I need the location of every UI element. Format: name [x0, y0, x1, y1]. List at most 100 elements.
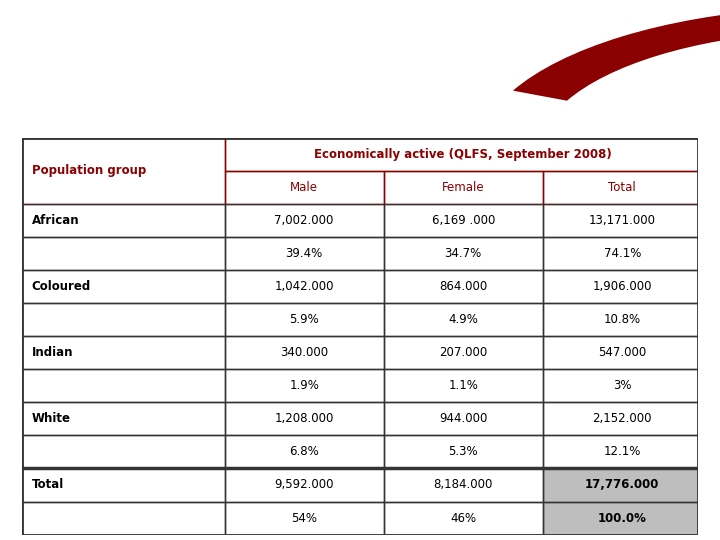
Bar — [225, 402, 384, 435]
Bar — [225, 336, 384, 369]
Bar — [225, 502, 384, 535]
Bar — [22, 138, 225, 204]
Bar — [225, 435, 384, 468]
Bar — [384, 502, 543, 535]
Bar — [543, 171, 702, 204]
Bar — [384, 336, 543, 369]
Wedge shape — [513, 9, 720, 100]
Bar — [22, 138, 225, 204]
Text: Economically active (QLFS, September 2008): Economically active (QLFS, September 200… — [315, 148, 612, 161]
Bar — [384, 336, 543, 369]
Text: 944.000: 944.000 — [439, 413, 487, 426]
Text: Female: Female — [442, 181, 485, 194]
Bar — [384, 270, 543, 303]
Text: 1,906.000: 1,906.000 — [593, 280, 652, 293]
Bar — [225, 204, 384, 237]
Bar — [225, 237, 384, 270]
Bar — [543, 402, 702, 435]
Bar — [22, 369, 225, 402]
Bar — [543, 435, 702, 468]
Bar — [225, 369, 384, 402]
Text: 3%: 3% — [613, 379, 631, 392]
Text: 8,184.000: 8,184.000 — [433, 478, 493, 491]
Bar — [384, 402, 543, 435]
Bar — [543, 204, 702, 237]
Bar — [384, 369, 543, 402]
Bar — [22, 336, 225, 369]
Bar — [543, 336, 702, 369]
Bar — [225, 502, 384, 535]
Bar — [543, 270, 702, 303]
Bar — [22, 303, 225, 336]
Text: 4.9%: 4.9% — [449, 313, 478, 326]
Bar — [225, 138, 702, 171]
Bar — [22, 336, 225, 369]
Bar — [22, 270, 225, 303]
Bar — [384, 435, 543, 468]
Text: 39.4%: 39.4% — [286, 247, 323, 260]
Text: 864.000: 864.000 — [439, 280, 487, 293]
Text: 340.000: 340.000 — [280, 346, 328, 359]
Bar — [384, 204, 543, 237]
Bar — [225, 435, 384, 468]
Text: 12.1%: 12.1% — [603, 446, 641, 458]
Bar — [22, 270, 225, 303]
Text: 100.0%: 100.0% — [598, 511, 647, 524]
Text: Coloured: Coloured — [32, 280, 91, 293]
Text: 54%: 54% — [291, 511, 318, 524]
Text: Population group: Population group — [32, 164, 146, 177]
Bar — [543, 502, 702, 535]
Text: 1.9%: 1.9% — [289, 379, 319, 392]
Bar — [22, 402, 225, 435]
Bar — [22, 237, 225, 270]
Bar — [384, 303, 543, 336]
Text: 1,208.000: 1,208.000 — [274, 413, 334, 426]
Bar — [22, 469, 225, 502]
Text: Indian: Indian — [32, 346, 73, 359]
Bar — [384, 435, 543, 468]
Text: 1.1%: 1.1% — [449, 379, 478, 392]
Bar — [225, 171, 384, 204]
Bar — [22, 402, 225, 435]
Bar — [543, 204, 702, 237]
Text: 6,169 .000: 6,169 .000 — [431, 214, 495, 227]
Text: 74.1%: 74.1% — [603, 247, 641, 260]
Bar — [543, 435, 702, 468]
Text: African: African — [32, 214, 79, 227]
Bar — [384, 237, 543, 270]
Bar — [22, 469, 225, 502]
Text: Male: Male — [290, 181, 318, 194]
Text: 7,002.000: 7,002.000 — [274, 214, 334, 227]
Bar — [22, 237, 225, 270]
Text: 2,152.000: 2,152.000 — [593, 413, 652, 426]
Bar — [225, 303, 384, 336]
Bar — [543, 171, 702, 204]
Bar — [384, 237, 543, 270]
Bar — [384, 502, 543, 535]
Bar — [22, 435, 225, 468]
Bar — [225, 303, 384, 336]
Text: 17,776.000: 17,776.000 — [585, 478, 660, 491]
Bar — [225, 469, 384, 502]
Bar — [22, 204, 225, 237]
Bar — [543, 469, 702, 502]
Bar — [225, 469, 384, 502]
Bar — [543, 237, 702, 270]
Bar — [543, 369, 702, 402]
Bar — [543, 270, 702, 303]
Text: 6.8%: 6.8% — [289, 446, 319, 458]
Text: 5.9%: 5.9% — [289, 313, 319, 326]
Text: White: White — [32, 413, 71, 426]
Bar — [384, 171, 543, 204]
Bar — [384, 204, 543, 237]
Bar — [225, 270, 384, 303]
Text: 547.000: 547.000 — [598, 346, 647, 359]
Bar — [384, 402, 543, 435]
Text: 1,042.000: 1,042.000 — [274, 280, 334, 293]
Bar — [225, 204, 384, 237]
Text: Total: Total — [32, 478, 64, 491]
Bar — [22, 502, 225, 535]
Bar — [22, 303, 225, 336]
Bar — [225, 402, 384, 435]
Bar — [225, 369, 384, 402]
